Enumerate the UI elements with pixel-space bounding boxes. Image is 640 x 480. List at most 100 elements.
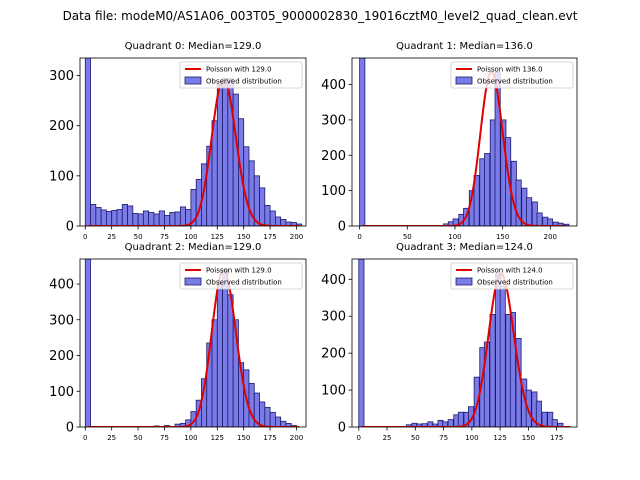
y-tick-label: 400 <box>49 278 74 293</box>
x-tick-label: 100 <box>184 434 197 442</box>
histogram-bar <box>116 209 123 226</box>
histogram-bar <box>90 204 97 226</box>
y-tick-label: 200 <box>321 149 346 164</box>
legend-bar-swatch <box>184 277 202 286</box>
y-tick-label: 0 <box>66 220 74 235</box>
histogram-bar <box>536 212 543 226</box>
x-tick-label: 175 <box>263 434 276 442</box>
histogram-bar <box>111 210 118 226</box>
x-tick-label: 100 <box>465 434 478 442</box>
histogram-bar <box>269 210 276 226</box>
histogram-bar <box>84 58 91 226</box>
legend-bar-swatch <box>455 277 473 286</box>
histogram-bar <box>216 83 223 226</box>
y-tick-label: 0 <box>338 421 346 436</box>
x-tick-label: 25 <box>383 434 392 442</box>
poisson-curve <box>361 272 571 427</box>
histogram-bar <box>505 137 512 226</box>
poisson-curve <box>87 268 300 427</box>
histogram-bar <box>127 205 134 226</box>
histogram-bar <box>259 401 266 427</box>
histogram-bar <box>296 223 303 226</box>
histogram-bar <box>211 319 218 427</box>
axes-frame <box>79 258 307 428</box>
x-tick-label: 0 <box>83 434 87 442</box>
y-tick-label: 200 <box>49 119 74 134</box>
histogram-bar <box>274 416 282 427</box>
histogram-bar <box>84 259 91 427</box>
y-tick-label: 0 <box>66 421 74 436</box>
histogram-bar <box>227 294 234 427</box>
histogram-bar <box>164 215 171 226</box>
subplot-quadrant-0: Quadrant 0: Median=129.0 0 100 200 300 0 25 50 7… <box>49 41 307 241</box>
y-tick-label: 100 <box>321 384 346 399</box>
x-tick-label: 125 <box>211 233 224 241</box>
legend-frame <box>450 262 574 290</box>
histogram-bar <box>232 93 239 226</box>
histogram-bar <box>457 411 464 427</box>
y-tick-label: 400 <box>321 78 346 93</box>
histogram-bar <box>222 269 229 427</box>
x-tick-label: 200 <box>290 434 303 442</box>
histogram-bar <box>264 406 271 427</box>
histogram-bar <box>95 207 102 226</box>
y-tick-label: 300 <box>49 69 74 84</box>
subplot-title: Quadrant 1: Median=136.0 <box>396 41 533 52</box>
histogram-bar <box>489 313 496 427</box>
x-tick-label: 150 <box>496 233 509 241</box>
x-tick-label: 50 <box>134 233 143 241</box>
y-tick-label: 300 <box>321 310 346 325</box>
x-tick-label: 175 <box>550 434 563 442</box>
histogram-bar <box>121 204 128 226</box>
legend-frame <box>179 61 303 89</box>
axes-frame <box>351 258 578 428</box>
x-tick-label: 150 <box>522 434 535 442</box>
legend: Poisson with 136.0 Observed distribution <box>450 61 574 89</box>
x-tick-label: 0 <box>357 434 361 442</box>
x-tick-label: 50 <box>411 434 420 442</box>
figure-title: Data file: modeM0/AS1A06_003T05_90000028… <box>63 9 578 23</box>
histogram-bar <box>515 179 522 226</box>
histogram-bar <box>526 197 533 226</box>
legend: Poisson with 124.0 Observed distribution <box>450 262 574 290</box>
histogram-bar <box>358 259 365 427</box>
y-tick-label: 100 <box>321 184 346 199</box>
histogram-bar <box>179 206 187 226</box>
y-tick-label: 300 <box>49 313 74 328</box>
histogram-bar <box>541 411 548 427</box>
legend-bar-swatch <box>184 76 202 85</box>
x-tick-label: 75 <box>160 233 169 241</box>
subplot-quadrant-3: Quadrant 3: Median=124.0 0 100 200 300 400 0 25… <box>321 242 578 442</box>
legend-frame <box>450 61 574 89</box>
subplot-title: Quadrant 2: Median=129.0 <box>125 242 262 253</box>
x-tick-label: 150 <box>237 233 250 241</box>
histogram-bar <box>473 175 480 226</box>
x-tick-label: 100 <box>448 233 461 241</box>
legend-line-label: Poisson with 136.0 <box>477 66 543 74</box>
legend-bar-label: Observed distribution <box>477 78 553 86</box>
legend-line-label: Poisson with 129.0 <box>206 66 272 74</box>
x-tick-label: 125 <box>493 434 506 442</box>
legend-bar-label: Observed distribution <box>477 279 553 287</box>
plot-area <box>84 259 300 427</box>
histogram-bar <box>142 210 150 226</box>
histogram-bar <box>499 286 506 427</box>
x-tick-label: 175 <box>263 233 276 241</box>
histogram-bar <box>148 212 155 226</box>
histogram-bar <box>259 187 266 226</box>
legend-bar-label: Observed distribution <box>206 78 282 86</box>
x-tick-label: 0 <box>357 233 361 241</box>
x-tick-label: 200 <box>290 233 303 241</box>
histogram-bar <box>359 58 366 226</box>
histogram-bar <box>174 211 181 226</box>
y-tick-label: 200 <box>49 349 74 364</box>
legend-frame <box>179 262 303 290</box>
histogram-bar <box>158 210 165 226</box>
x-tick-label: 200 <box>544 233 557 241</box>
plot-area <box>358 259 571 427</box>
subplot-quadrant-1: Quadrant 1: Median=136.0 0 100 200 300 400 0 50… <box>321 41 578 241</box>
histogram-bar <box>274 216 282 226</box>
histogram-bar <box>442 421 449 427</box>
legend-bar-swatch <box>455 76 473 85</box>
